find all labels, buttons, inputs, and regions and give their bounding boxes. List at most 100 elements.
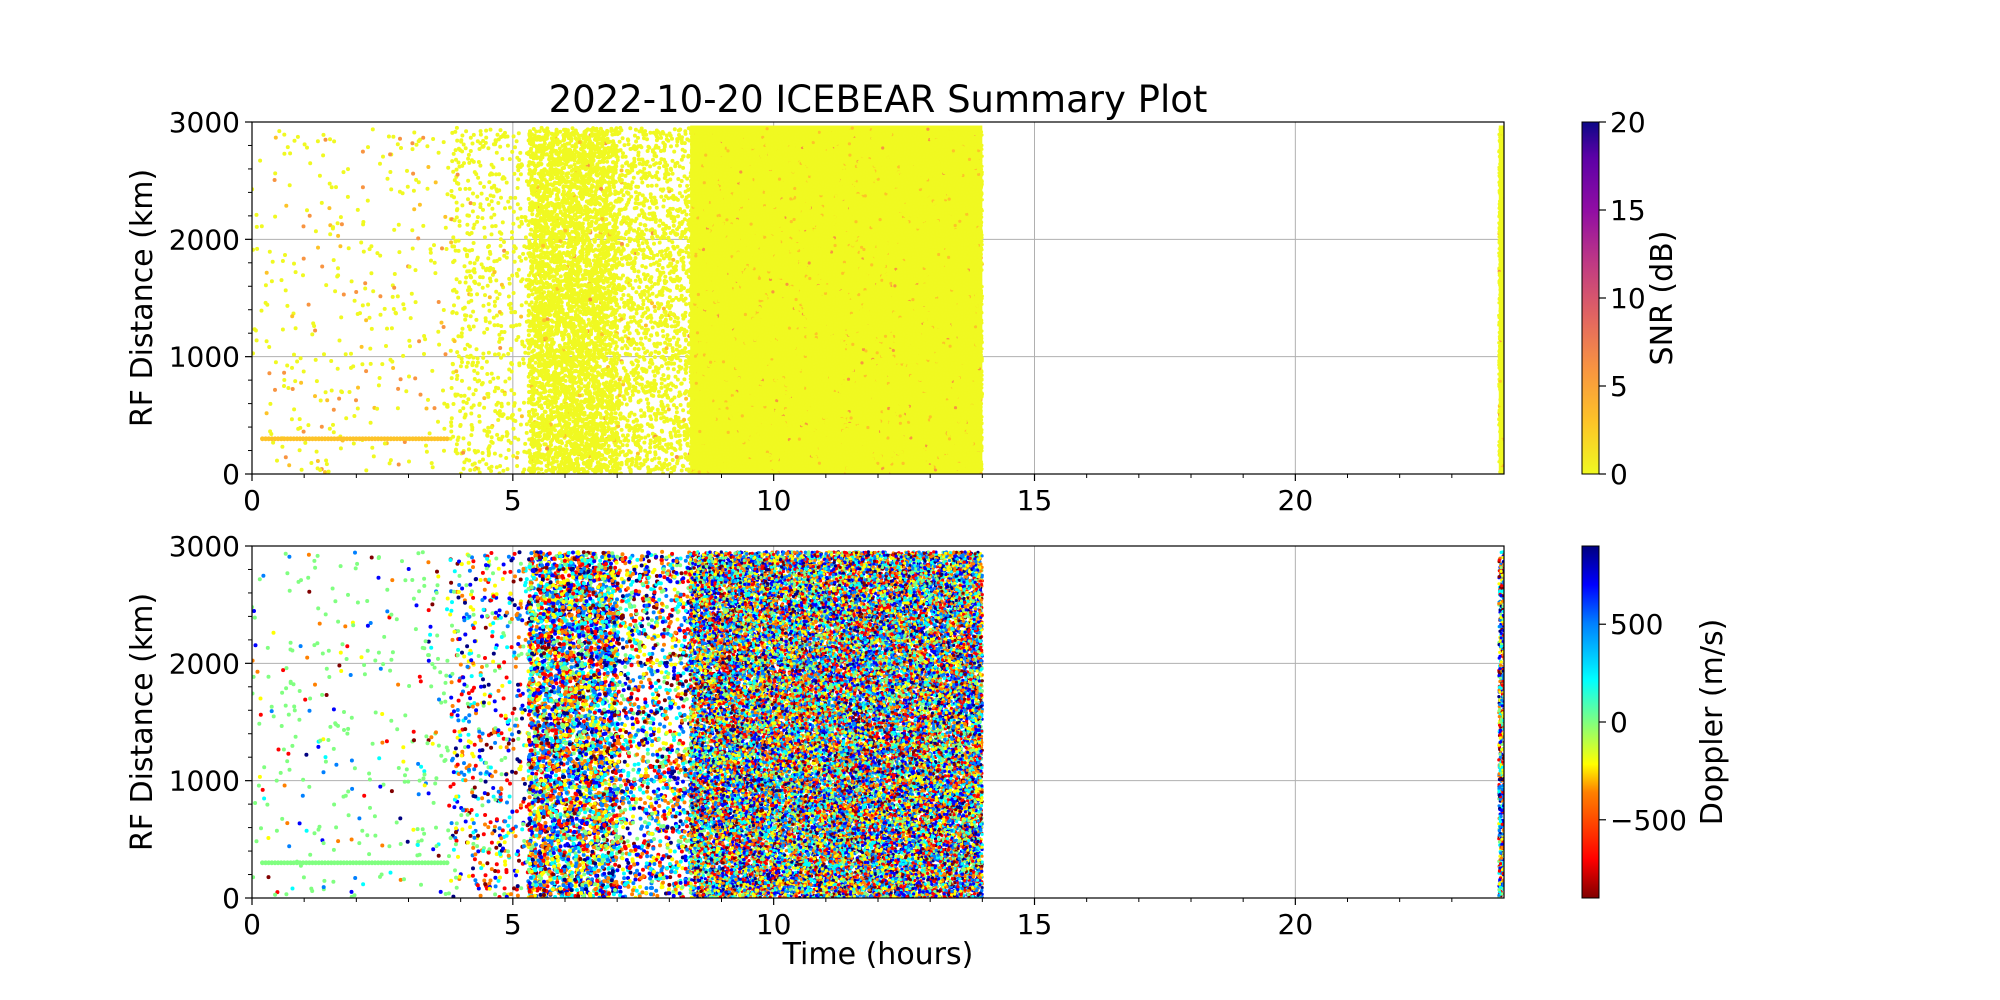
scatter-point — [596, 165, 600, 169]
scatter-point — [455, 311, 459, 315]
scatter-point — [426, 398, 430, 402]
scatter-point — [362, 250, 366, 254]
scatter-point — [558, 448, 562, 452]
scatter-point — [507, 448, 511, 452]
scatter-point — [468, 468, 472, 472]
scatter-point — [451, 170, 455, 174]
scatter-point — [535, 440, 539, 444]
scatter-point — [596, 428, 600, 432]
scatter-point — [602, 463, 606, 467]
scatter-point — [609, 413, 613, 417]
scatter-point — [497, 437, 501, 441]
scatter-point — [574, 217, 578, 221]
scatter-point — [526, 223, 530, 227]
scatter-point — [610, 417, 614, 421]
scatter-point — [607, 221, 611, 225]
scatter-point — [608, 284, 612, 288]
scatter-point — [609, 421, 613, 425]
scatter-point — [582, 413, 586, 417]
scatter-point — [494, 224, 498, 228]
scatter-point — [466, 197, 470, 201]
scatter-point — [545, 464, 549, 468]
scatter-point — [565, 225, 569, 229]
scatter-point — [316, 246, 320, 250]
scatter-point — [599, 187, 603, 191]
scatter-point — [602, 338, 606, 342]
scatter-point — [449, 424, 453, 428]
scatter-point — [471, 310, 475, 314]
scatter-point — [475, 292, 479, 296]
scatter-point — [506, 467, 510, 471]
scatter-point — [530, 300, 534, 304]
scatter-point — [366, 145, 370, 149]
scatter-point — [613, 316, 617, 320]
scatter-point — [562, 324, 566, 328]
scatter-point — [490, 207, 494, 211]
scatter-point — [472, 392, 476, 396]
scatter-point — [366, 199, 370, 203]
scatter-point — [300, 468, 304, 472]
scatter-point — [455, 277, 459, 281]
scatter-point — [588, 353, 592, 357]
scatter-point — [454, 158, 458, 162]
scatter-point — [499, 356, 503, 360]
scatter-point — [464, 146, 468, 150]
scatter-point — [520, 303, 524, 307]
scatter-point — [530, 174, 534, 178]
scatter-point — [499, 237, 503, 241]
scatter-point — [520, 414, 524, 418]
scatter-point — [255, 213, 259, 217]
scatter-point — [558, 130, 562, 134]
scatter-point — [371, 127, 375, 131]
scatter-point — [364, 318, 368, 322]
scatter-point — [585, 454, 589, 458]
scatter-point — [316, 139, 320, 143]
scatter-point — [467, 153, 471, 157]
scatter-point — [600, 429, 604, 433]
scatter-point — [591, 178, 595, 182]
scatter-point — [501, 469, 505, 473]
scatter-point — [614, 333, 618, 337]
scatter-point — [571, 404, 575, 408]
scatter-point — [336, 221, 340, 225]
scatter-point — [437, 151, 441, 155]
scatter-point — [612, 147, 616, 151]
scatter-point — [558, 299, 562, 303]
scatter-point — [572, 387, 576, 391]
scatter-point — [515, 464, 519, 468]
scatter-point — [524, 301, 528, 305]
scatter-point — [488, 252, 492, 256]
scatter-point — [605, 351, 609, 355]
scatter-point — [555, 129, 559, 133]
scatter-point — [450, 386, 454, 390]
scatter-point — [594, 457, 598, 461]
scatter-point — [284, 288, 288, 292]
scatter-point — [487, 180, 491, 184]
scatter-point — [487, 351, 491, 355]
figure-title: 2022-10-20 ICEBEAR Summary Plot — [549, 78, 1208, 121]
scatter-point — [574, 369, 578, 373]
scatter-point — [426, 187, 430, 191]
scatter-point — [530, 192, 534, 196]
scatter-point — [331, 423, 335, 427]
scatter-point — [602, 281, 606, 285]
scatter-point — [533, 261, 537, 265]
scatter-point — [535, 264, 539, 268]
scatter-point — [535, 412, 539, 416]
scatter-point — [604, 199, 608, 203]
scatter-point — [614, 369, 618, 373]
scatter-point — [502, 240, 506, 244]
scatter-point — [579, 351, 583, 355]
scatter-point — [380, 362, 384, 366]
scatter-point — [548, 192, 552, 196]
scatter-point — [518, 255, 522, 259]
scatter-point — [589, 349, 593, 353]
scatter-point — [595, 364, 599, 368]
scatter-point — [453, 393, 457, 397]
scatter-point — [589, 224, 593, 228]
scatter-point — [481, 286, 485, 290]
scatter-point — [606, 422, 610, 426]
scatter-point — [547, 306, 551, 310]
scatter-point — [517, 225, 521, 229]
scatter-point — [453, 178, 457, 182]
